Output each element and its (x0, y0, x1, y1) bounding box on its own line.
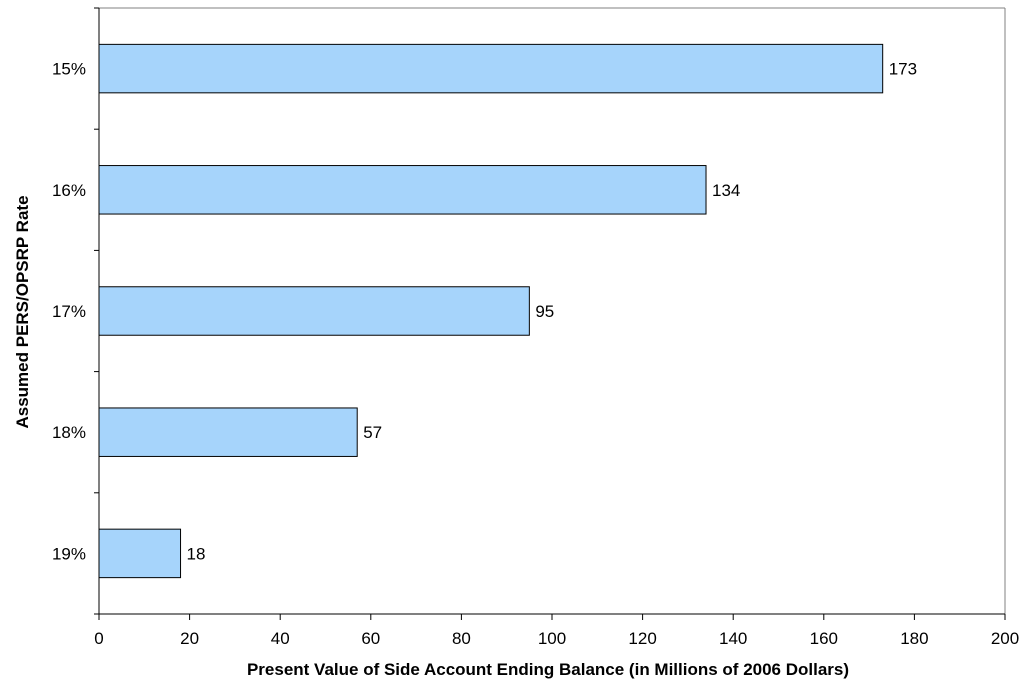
x-tick-label: 180 (900, 629, 928, 648)
y-tick-label: 19% (52, 544, 86, 563)
bar-17pct (98, 286, 530, 336)
y-tick-label: 16% (52, 181, 86, 200)
y-tick-label: 17% (52, 302, 86, 321)
y-tick-label: 18% (52, 423, 86, 442)
y-axis-title: Assumed PERS/OPSRP Rate (13, 195, 32, 428)
data-label-15pct: 173 (889, 60, 917, 79)
bar-19pct (98, 528, 182, 579)
bar-18pct (98, 407, 358, 457)
x-tick-label: 40 (271, 629, 290, 648)
x-tick-label: 100 (538, 629, 566, 648)
data-label-19pct: 18 (187, 544, 206, 563)
x-tick-label: 140 (719, 629, 747, 648)
x-tick-label: 160 (810, 629, 838, 648)
data-label-18pct: 57 (363, 423, 382, 442)
x-tick-label: 0 (94, 629, 103, 648)
x-tick-label: 80 (452, 629, 471, 648)
bars-layer: 173 134 95 57 18 (98, 43, 917, 579)
plot-area (99, 7, 1006, 614)
x-axis-title: Present Value of Side Account Ending Bal… (247, 660, 849, 679)
x-tick-label: 200 (991, 629, 1019, 648)
x-tick-label: 120 (628, 629, 656, 648)
x-tick-label: 60 (361, 629, 380, 648)
bar-15pct (98, 43, 884, 94)
data-label-16pct: 134 (712, 181, 740, 200)
x-tick-label: 20 (180, 629, 199, 648)
data-label-17pct: 95 (535, 302, 554, 321)
y-tick-label: 15% (52, 60, 86, 79)
bar-16pct (98, 165, 707, 215)
axes-layer: 15% 16% 17% 18% 19% 0 20 40 60 80 100 120 140 160 180 2… (52, 7, 1019, 648)
